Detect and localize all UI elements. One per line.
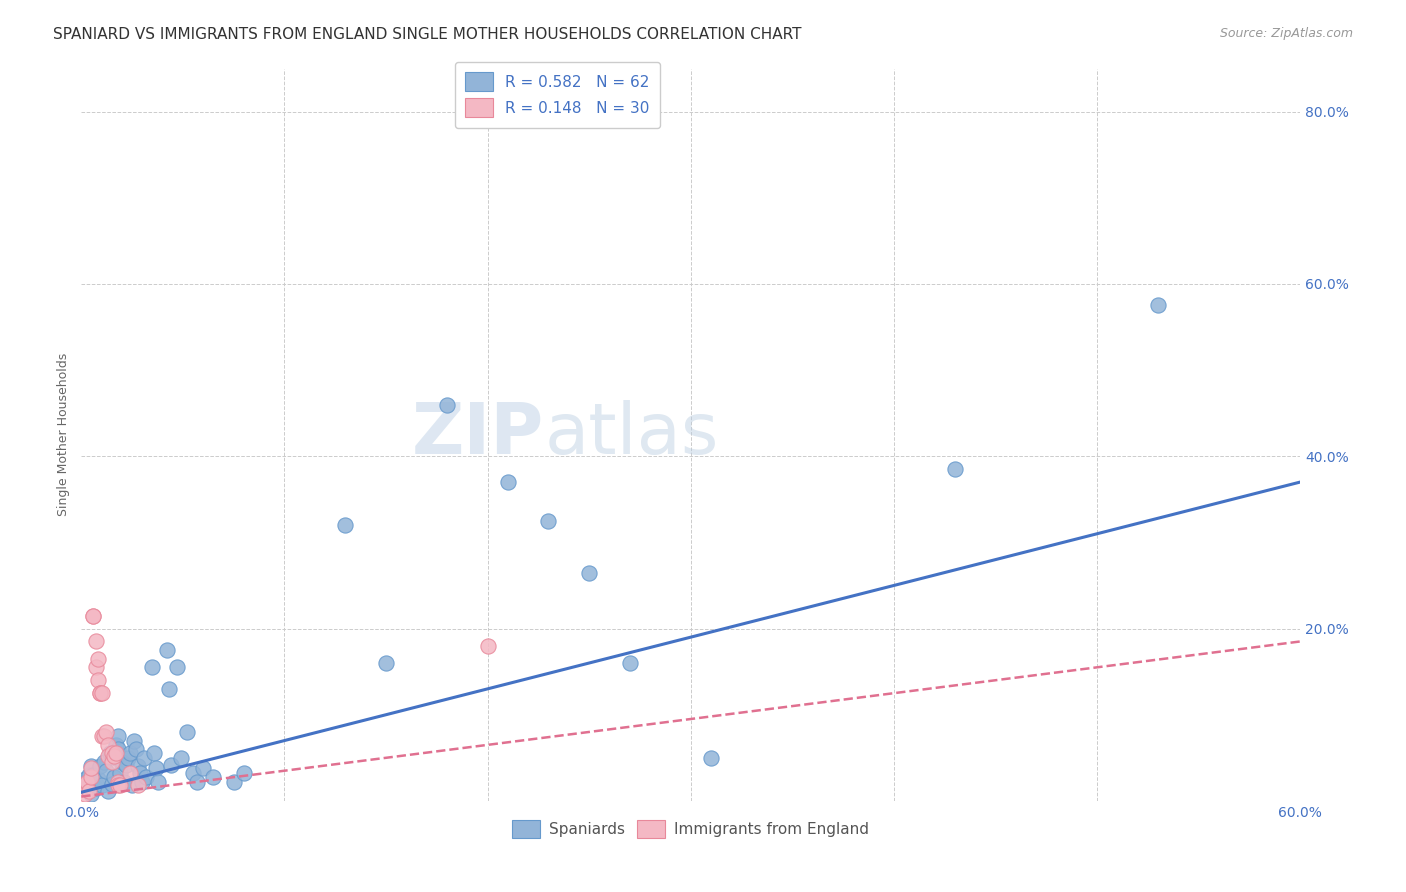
Point bbox=[186, 775, 208, 789]
Point bbox=[94, 725, 117, 739]
Point bbox=[107, 778, 129, 792]
Point bbox=[155, 643, 177, 657]
Point bbox=[98, 747, 121, 761]
Point bbox=[104, 751, 127, 765]
Point bbox=[80, 761, 103, 775]
Point bbox=[222, 775, 245, 789]
Point bbox=[619, 656, 641, 670]
Point bbox=[93, 729, 115, 743]
Point bbox=[79, 783, 101, 797]
Point bbox=[108, 766, 131, 780]
Point bbox=[76, 775, 98, 789]
Point bbox=[578, 566, 600, 580]
Point bbox=[157, 681, 180, 696]
Point bbox=[90, 686, 112, 700]
Point bbox=[115, 757, 138, 772]
Point bbox=[134, 751, 156, 765]
Point bbox=[943, 462, 966, 476]
Point bbox=[82, 608, 104, 623]
Point bbox=[97, 783, 120, 797]
Text: atlas: atlas bbox=[544, 401, 718, 469]
Point bbox=[232, 766, 254, 780]
Point bbox=[72, 777, 94, 791]
Point bbox=[100, 777, 122, 791]
Point bbox=[135, 770, 157, 784]
Point bbox=[700, 751, 723, 765]
Point bbox=[82, 608, 104, 623]
Point bbox=[112, 775, 135, 789]
Point bbox=[107, 729, 129, 743]
Point bbox=[90, 778, 112, 792]
Point bbox=[80, 787, 103, 801]
Point bbox=[193, 761, 215, 775]
Point bbox=[90, 729, 112, 743]
Point bbox=[84, 660, 107, 674]
Legend: Spaniards, Immigrants from England: Spaniards, Immigrants from England bbox=[506, 814, 875, 845]
Point bbox=[129, 766, 152, 780]
Text: Source: ZipAtlas.com: Source: ZipAtlas.com bbox=[1219, 27, 1353, 40]
Point bbox=[89, 686, 111, 700]
Point bbox=[122, 733, 145, 747]
Point bbox=[80, 770, 103, 784]
Point bbox=[100, 755, 122, 769]
Point bbox=[537, 514, 560, 528]
Point bbox=[84, 634, 107, 648]
Point bbox=[375, 656, 398, 670]
Point bbox=[84, 780, 107, 795]
Point bbox=[148, 775, 170, 789]
Y-axis label: Single Mother Households: Single Mother Households bbox=[58, 353, 70, 516]
Point bbox=[121, 778, 143, 792]
Point bbox=[181, 766, 204, 780]
Point bbox=[97, 738, 120, 752]
Point bbox=[93, 755, 115, 769]
Point bbox=[141, 660, 163, 674]
Point bbox=[131, 775, 153, 789]
Point bbox=[1147, 298, 1170, 312]
Point bbox=[108, 778, 131, 792]
Point bbox=[436, 398, 458, 412]
Point bbox=[202, 770, 225, 784]
Text: ZIP: ZIP bbox=[412, 401, 544, 469]
Point bbox=[84, 777, 107, 791]
Point bbox=[111, 755, 134, 769]
Point bbox=[107, 775, 129, 789]
Point bbox=[103, 770, 125, 784]
Point bbox=[100, 747, 122, 761]
Point bbox=[76, 780, 98, 795]
Point bbox=[125, 742, 148, 756]
Point bbox=[80, 759, 103, 773]
Point bbox=[89, 686, 111, 700]
Point bbox=[89, 759, 111, 773]
Point bbox=[103, 749, 125, 764]
Point bbox=[496, 475, 519, 489]
Point bbox=[97, 749, 120, 764]
Point bbox=[75, 772, 97, 787]
Point bbox=[82, 768, 104, 782]
Point bbox=[127, 759, 149, 773]
Point bbox=[127, 778, 149, 792]
Point bbox=[104, 747, 127, 761]
Point bbox=[86, 651, 108, 665]
Point bbox=[477, 639, 499, 653]
Point bbox=[143, 747, 166, 761]
Point bbox=[86, 673, 108, 688]
Point bbox=[118, 766, 141, 780]
Point bbox=[75, 787, 97, 801]
Point bbox=[159, 757, 181, 772]
Point bbox=[170, 751, 193, 765]
Point bbox=[166, 660, 188, 674]
Point bbox=[94, 764, 117, 778]
Point bbox=[86, 772, 108, 787]
Text: SPANIARD VS IMMIGRANTS FROM ENGLAND SINGLE MOTHER HOUSEHOLDS CORRELATION CHART: SPANIARD VS IMMIGRANTS FROM ENGLAND SING… bbox=[53, 27, 801, 42]
Point bbox=[335, 518, 357, 533]
Point bbox=[72, 778, 94, 792]
Point bbox=[117, 751, 139, 765]
Point bbox=[118, 747, 141, 761]
Point bbox=[145, 761, 167, 775]
Point bbox=[176, 725, 198, 739]
Point bbox=[104, 738, 127, 752]
Point bbox=[79, 768, 101, 782]
Point bbox=[107, 742, 129, 756]
